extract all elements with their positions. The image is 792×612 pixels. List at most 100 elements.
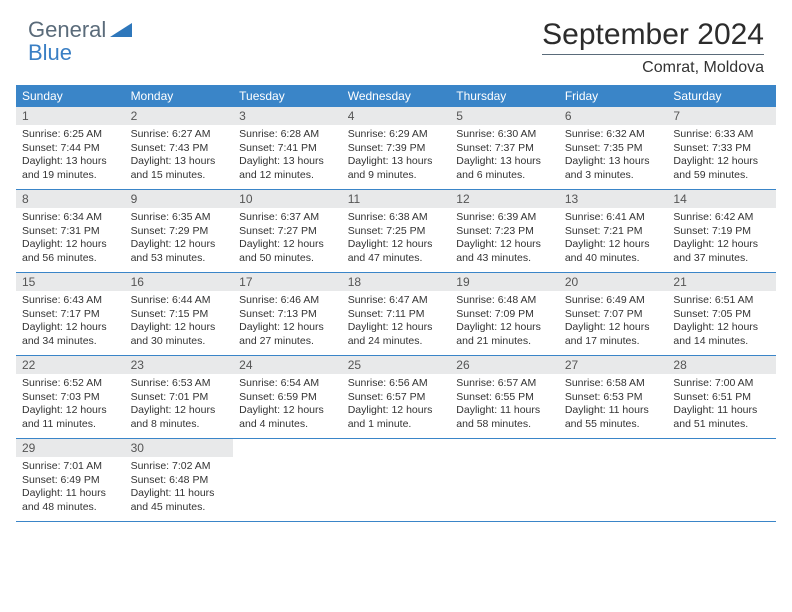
daylight-text: Daylight: 12 hours and 14 minutes. — [673, 321, 770, 348]
day-number — [450, 439, 559, 457]
daylight-text: Daylight: 12 hours and 37 minutes. — [673, 238, 770, 265]
weekday-label: Tuesday — [233, 85, 342, 107]
triangle-icon — [110, 22, 132, 45]
calendar-body: 1Sunrise: 6:25 AMSunset: 7:44 PMDaylight… — [16, 107, 776, 522]
day-number: 15 — [16, 273, 125, 291]
day-number: 4 — [342, 107, 451, 125]
daylight-text: Daylight: 11 hours and 55 minutes. — [565, 404, 662, 431]
calendar-day: 18Sunrise: 6:47 AMSunset: 7:11 PMDayligh… — [342, 273, 451, 355]
sunrise-text: Sunrise: 6:35 AM — [131, 211, 228, 225]
day-number: 1 — [16, 107, 125, 125]
day-details: Sunrise: 6:47 AMSunset: 7:11 PMDaylight:… — [342, 291, 451, 353]
sunrise-text: Sunrise: 6:53 AM — [131, 377, 228, 391]
calendar-day: 22Sunrise: 6:52 AMSunset: 7:03 PMDayligh… — [16, 356, 125, 438]
day-details: Sunrise: 6:51 AMSunset: 7:05 PMDaylight:… — [667, 291, 776, 353]
day-details: Sunrise: 7:00 AMSunset: 6:51 PMDaylight:… — [667, 374, 776, 436]
daylight-text: Daylight: 12 hours and 53 minutes. — [131, 238, 228, 265]
day-details: Sunrise: 6:38 AMSunset: 7:25 PMDaylight:… — [342, 208, 451, 270]
calendar-week: 15Sunrise: 6:43 AMSunset: 7:17 PMDayligh… — [16, 273, 776, 356]
sunset-text: Sunset: 7:43 PM — [131, 142, 228, 156]
day-number — [342, 439, 451, 457]
day-number: 21 — [667, 273, 776, 291]
sunrise-text: Sunrise: 6:41 AM — [565, 211, 662, 225]
calendar-day: 29Sunrise: 7:01 AMSunset: 6:49 PMDayligh… — [16, 439, 125, 521]
day-details: Sunrise: 6:37 AMSunset: 7:27 PMDaylight:… — [233, 208, 342, 270]
sunrise-text: Sunrise: 6:28 AM — [239, 128, 336, 142]
calendar-day: 6Sunrise: 6:32 AMSunset: 7:35 PMDaylight… — [559, 107, 668, 189]
sunset-text: Sunset: 7:44 PM — [22, 142, 119, 156]
day-number: 18 — [342, 273, 451, 291]
sunset-text: Sunset: 7:07 PM — [565, 308, 662, 322]
day-details: Sunrise: 6:53 AMSunset: 7:01 PMDaylight:… — [125, 374, 234, 436]
daylight-text: Daylight: 12 hours and 56 minutes. — [22, 238, 119, 265]
calendar-day: 28Sunrise: 7:00 AMSunset: 6:51 PMDayligh… — [667, 356, 776, 438]
sunrise-text: Sunrise: 6:46 AM — [239, 294, 336, 308]
logo-line2: Blue — [28, 40, 72, 65]
calendar-day: 2Sunrise: 6:27 AMSunset: 7:43 PMDaylight… — [125, 107, 234, 189]
sunrise-text: Sunrise: 6:37 AM — [239, 211, 336, 225]
weekday-header-row: SundayMondayTuesdayWednesdayThursdayFrid… — [16, 85, 776, 107]
day-details: Sunrise: 6:58 AMSunset: 6:53 PMDaylight:… — [559, 374, 668, 436]
day-number: 13 — [559, 190, 668, 208]
calendar-day: 26Sunrise: 6:57 AMSunset: 6:55 PMDayligh… — [450, 356, 559, 438]
day-details: Sunrise: 6:44 AMSunset: 7:15 PMDaylight:… — [125, 291, 234, 353]
calendar-day: 4Sunrise: 6:29 AMSunset: 7:39 PMDaylight… — [342, 107, 451, 189]
day-number: 24 — [233, 356, 342, 374]
sunset-text: Sunset: 7:29 PM — [131, 225, 228, 239]
weekday-label: Saturday — [667, 85, 776, 107]
calendar-day: 16Sunrise: 6:44 AMSunset: 7:15 PMDayligh… — [125, 273, 234, 355]
calendar-day: 11Sunrise: 6:38 AMSunset: 7:25 PMDayligh… — [342, 190, 451, 272]
title-block: September 2024 Comrat, Moldova — [542, 18, 764, 77]
daylight-text: Daylight: 11 hours and 48 minutes. — [22, 487, 119, 514]
day-number: 7 — [667, 107, 776, 125]
sunset-text: Sunset: 7:15 PM — [131, 308, 228, 322]
daylight-text: Daylight: 13 hours and 9 minutes. — [348, 155, 445, 182]
page-header: General Blue September 2024 Comrat, Mold… — [0, 0, 792, 85]
daylight-text: Daylight: 11 hours and 58 minutes. — [456, 404, 553, 431]
calendar-day: 12Sunrise: 6:39 AMSunset: 7:23 PMDayligh… — [450, 190, 559, 272]
daylight-text: Daylight: 13 hours and 12 minutes. — [239, 155, 336, 182]
sunrise-text: Sunrise: 6:38 AM — [348, 211, 445, 225]
calendar-day: 17Sunrise: 6:46 AMSunset: 7:13 PMDayligh… — [233, 273, 342, 355]
sunset-text: Sunset: 7:31 PM — [22, 225, 119, 239]
day-number: 25 — [342, 356, 451, 374]
empty-day — [342, 439, 451, 521]
weekday-label: Sunday — [16, 85, 125, 107]
day-number: 27 — [559, 356, 668, 374]
day-number: 3 — [233, 107, 342, 125]
day-details: Sunrise: 6:33 AMSunset: 7:33 PMDaylight:… — [667, 125, 776, 187]
weekday-label: Monday — [125, 85, 234, 107]
calendar-day: 23Sunrise: 6:53 AMSunset: 7:01 PMDayligh… — [125, 356, 234, 438]
calendar-day: 15Sunrise: 6:43 AMSunset: 7:17 PMDayligh… — [16, 273, 125, 355]
calendar-day: 10Sunrise: 6:37 AMSunset: 7:27 PMDayligh… — [233, 190, 342, 272]
day-details: Sunrise: 6:46 AMSunset: 7:13 PMDaylight:… — [233, 291, 342, 353]
day-number: 17 — [233, 273, 342, 291]
logo: General Blue — [28, 18, 132, 64]
day-details: Sunrise: 7:02 AMSunset: 6:48 PMDaylight:… — [125, 457, 234, 519]
day-number: 29 — [16, 439, 125, 457]
sunrise-text: Sunrise: 7:02 AM — [131, 460, 228, 474]
weekday-label: Friday — [559, 85, 668, 107]
daylight-text: Daylight: 12 hours and 43 minutes. — [456, 238, 553, 265]
empty-day — [559, 439, 668, 521]
daylight-text: Daylight: 11 hours and 51 minutes. — [673, 404, 770, 431]
day-number: 30 — [125, 439, 234, 457]
sunset-text: Sunset: 6:48 PM — [131, 474, 228, 488]
calendar-week: 8Sunrise: 6:34 AMSunset: 7:31 PMDaylight… — [16, 190, 776, 273]
daylight-text: Daylight: 12 hours and 59 minutes. — [673, 155, 770, 182]
day-number — [667, 439, 776, 457]
daylight-text: Daylight: 12 hours and 47 minutes. — [348, 238, 445, 265]
location: Comrat, Moldova — [542, 59, 764, 77]
calendar-day: 7Sunrise: 6:33 AMSunset: 7:33 PMDaylight… — [667, 107, 776, 189]
daylight-text: Daylight: 12 hours and 24 minutes. — [348, 321, 445, 348]
sunrise-text: Sunrise: 6:44 AM — [131, 294, 228, 308]
sunrise-text: Sunrise: 6:39 AM — [456, 211, 553, 225]
sunset-text: Sunset: 7:27 PM — [239, 225, 336, 239]
sunrise-text: Sunrise: 6:48 AM — [456, 294, 553, 308]
empty-day — [450, 439, 559, 521]
day-number: 11 — [342, 190, 451, 208]
sunset-text: Sunset: 7:41 PM — [239, 142, 336, 156]
daylight-text: Daylight: 12 hours and 40 minutes. — [565, 238, 662, 265]
calendar-day: 3 Sunrise: 6:28 AMSunset: 7:41 PMDaylight… — [233, 107, 342, 189]
sunset-text: Sunset: 6:53 PM — [565, 391, 662, 405]
